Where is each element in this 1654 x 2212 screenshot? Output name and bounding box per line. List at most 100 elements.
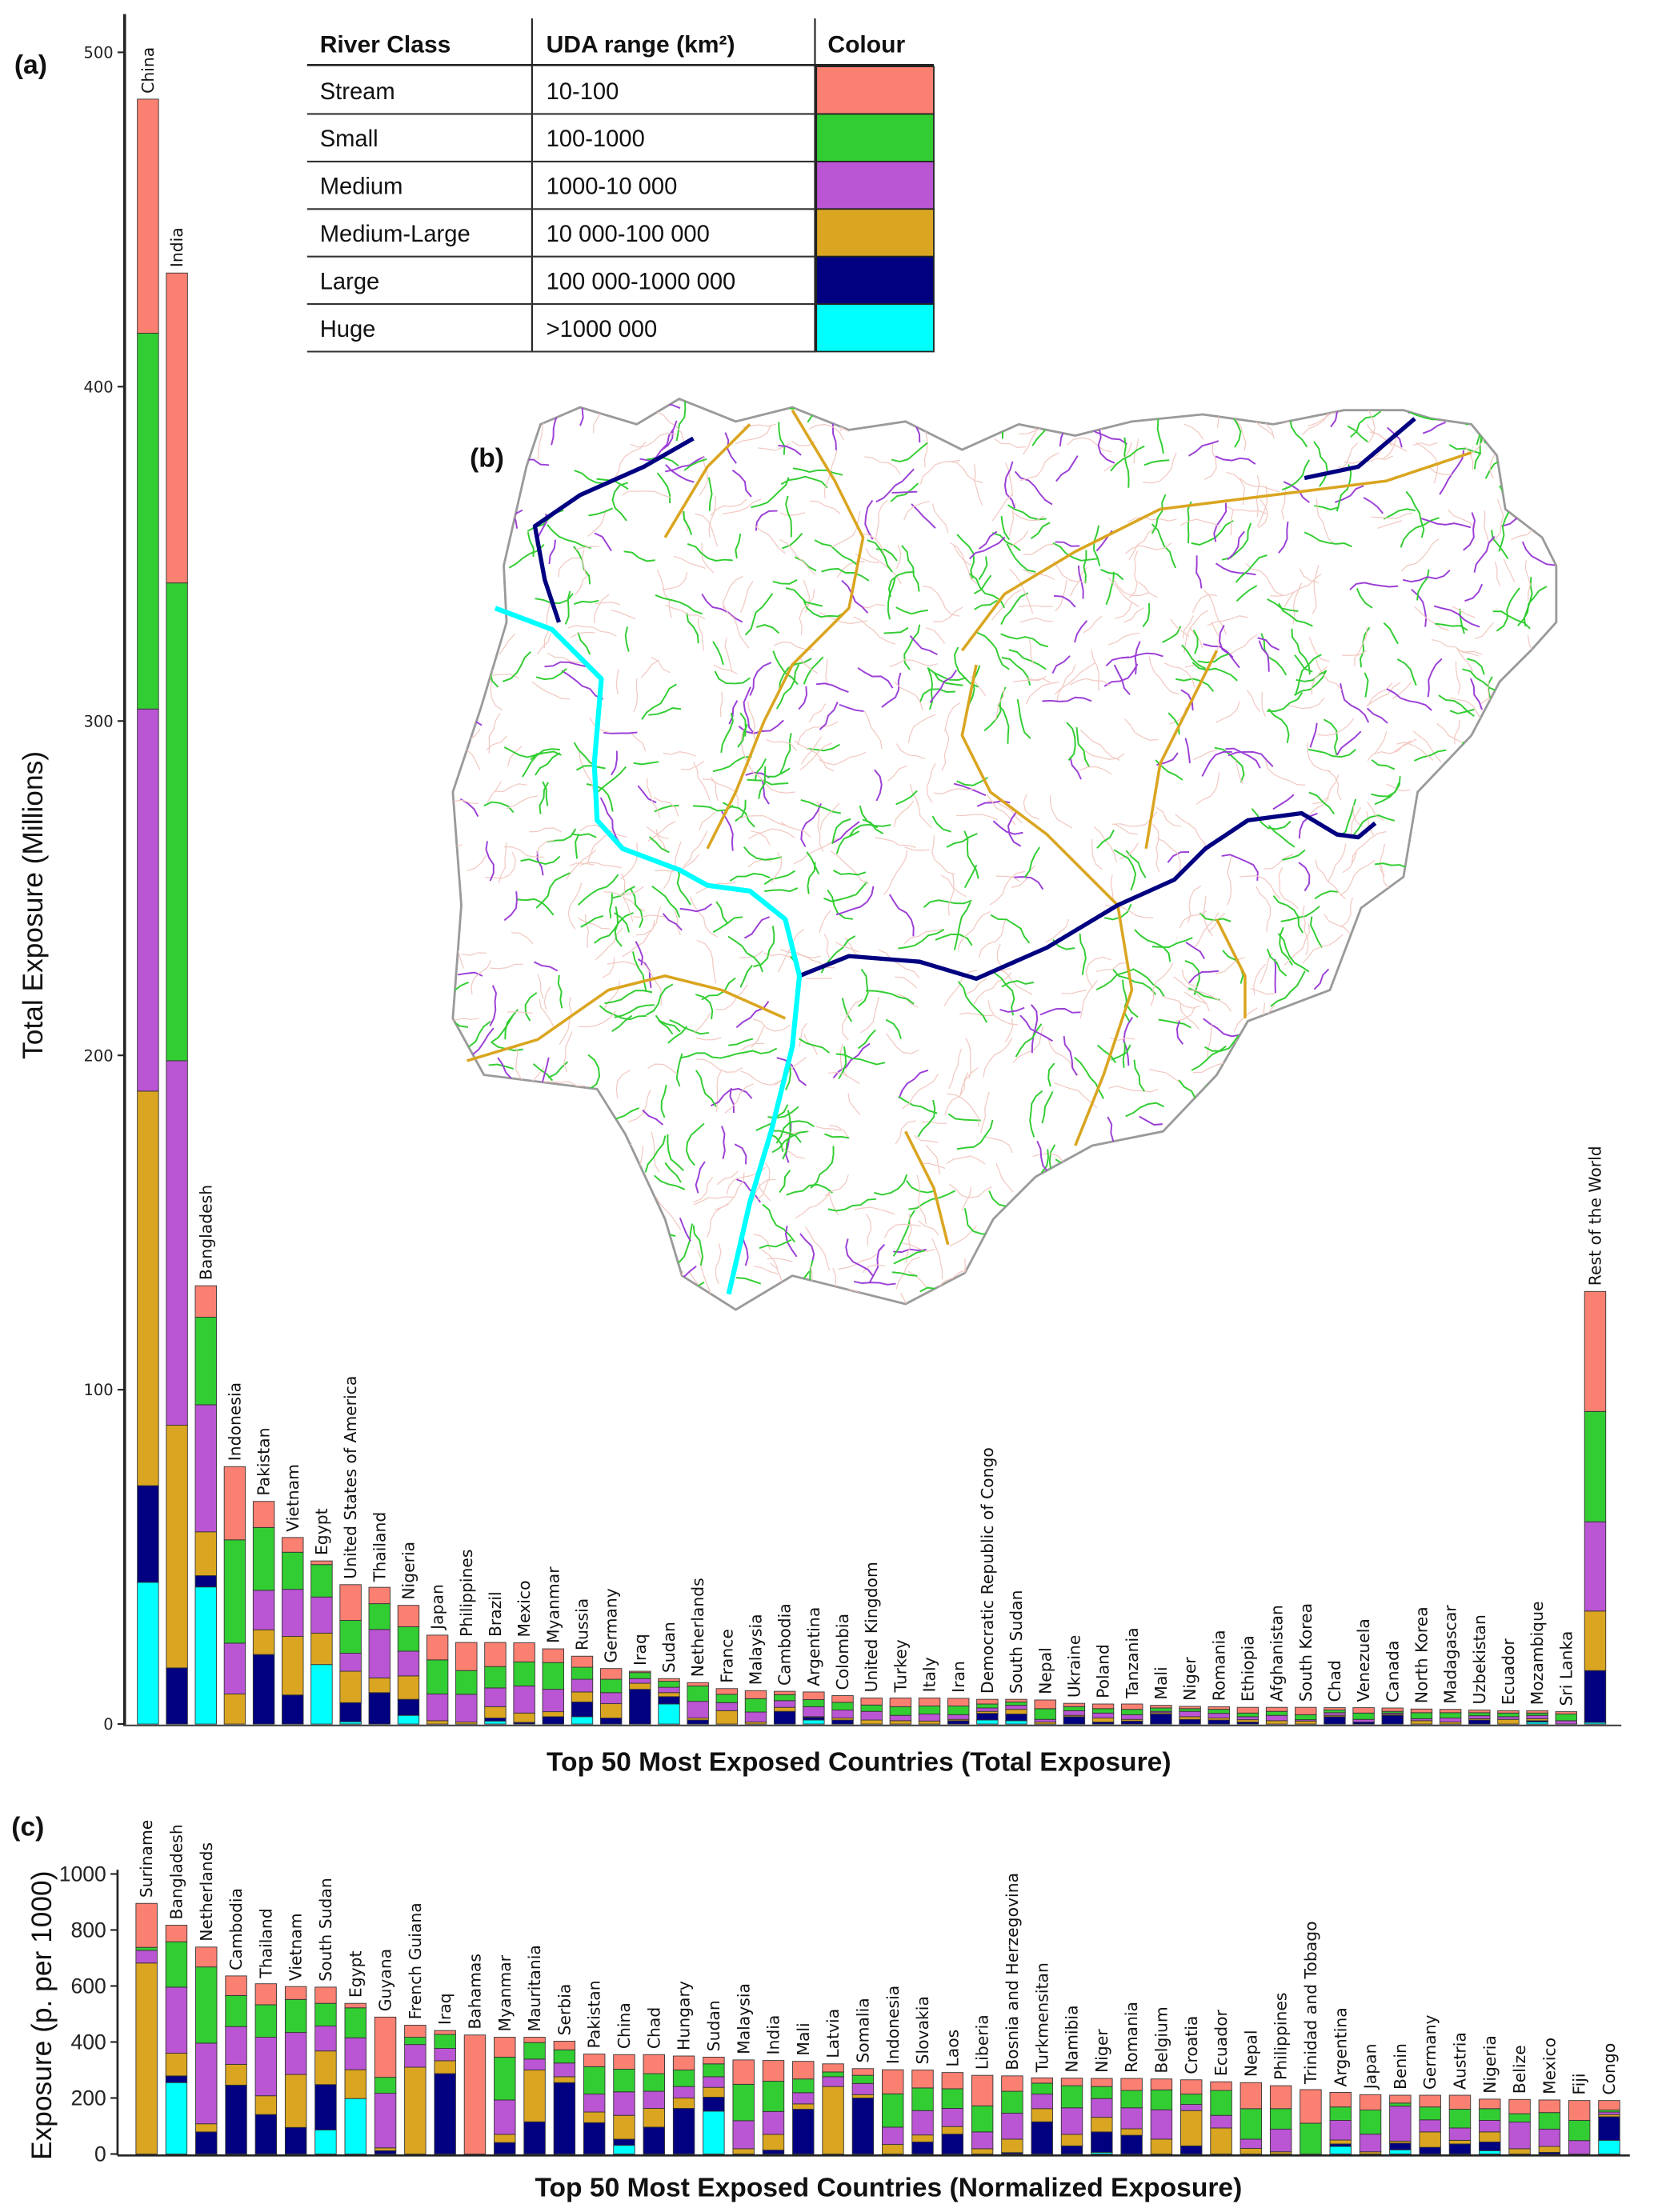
tributary: [1072, 1256, 1105, 1270]
tributary: [535, 872, 571, 909]
tributary: [735, 533, 742, 558]
tributary: [745, 771, 771, 779]
tributary: [1415, 841, 1442, 858]
bar-segment-large: [1448, 2143, 1472, 2154]
category-label: China: [615, 2002, 634, 2049]
tributary: [1372, 1230, 1384, 1262]
tributary: [1400, 538, 1440, 572]
tributary: [1079, 934, 1087, 975]
bar-segment-medium-large: [1210, 2127, 1232, 2154]
bar-segment-stream: [1207, 1706, 1230, 1710]
category-label: Nepal: [1035, 1647, 1055, 1694]
tributary: [843, 403, 873, 421]
tributary: [825, 659, 828, 685]
tributary: [1130, 1150, 1151, 1178]
tributary: [693, 1176, 714, 1203]
tributary: [654, 805, 679, 813]
tributary: [1095, 968, 1134, 990]
category-label: China: [138, 47, 158, 94]
bar-segment-medium: [1555, 1720, 1578, 1725]
tributary: [838, 1247, 883, 1270]
bar-segment-medium-large: [773, 1706, 796, 1712]
tributary: [947, 1113, 981, 1122]
tributary: [1197, 653, 1230, 664]
tributary: [961, 1186, 972, 1211]
tributary: [595, 1106, 606, 1149]
tributary: [1480, 809, 1501, 838]
tributary: [1182, 615, 1194, 638]
tributary: [1418, 1146, 1424, 1171]
bar-segment-stream: [1265, 1706, 1288, 1712]
bar-segment-small: [571, 1666, 594, 1680]
tributary: [731, 470, 752, 498]
tributary: [1464, 1225, 1488, 1261]
legend-uda-range: 100-1000: [547, 126, 645, 152]
tributary: [627, 1090, 651, 1123]
tributary: [1041, 1091, 1054, 1124]
tributary: [1541, 1290, 1555, 1310]
tributary: [679, 1052, 730, 1059]
tributary: [1309, 916, 1323, 949]
tributary: [827, 889, 853, 920]
bar-segment-stream: [1381, 1707, 1404, 1712]
tributary: [1528, 458, 1551, 474]
tributary: [793, 837, 838, 865]
bar-segment-large: [658, 1696, 680, 1705]
tributary: [611, 609, 636, 620]
tributary: [512, 1242, 532, 1290]
bar-segment-medium-large: [434, 2060, 456, 2074]
tributary: [1363, 497, 1384, 514]
category-label: Croatia: [1182, 2016, 1201, 2074]
tributary: [1514, 1041, 1524, 1064]
tributary: [1187, 885, 1202, 923]
tributary: [693, 1196, 735, 1206]
category-label: Mauritania: [525, 1945, 544, 2031]
tributary: [1143, 452, 1177, 484]
tributary: [532, 1063, 554, 1082]
bar-segment-small: [426, 1659, 449, 1694]
tributary: [1433, 605, 1480, 628]
bar-stack: [1352, 1707, 1375, 1725]
tributary: [1045, 1245, 1076, 1274]
tributary: [1552, 1206, 1556, 1239]
tributary: [1110, 445, 1145, 472]
category-label: Namibia: [1063, 2005, 1082, 2072]
tributary: [1253, 1190, 1280, 1214]
tributary: [1300, 1293, 1326, 1297]
legend-header-colour: Colour: [827, 31, 905, 58]
bar-segment-medium-large: [374, 2147, 397, 2151]
tributary: [1408, 1072, 1439, 1085]
bar-segment-stream: [672, 2055, 695, 2070]
bar-segment-medium: [404, 2044, 427, 2068]
bar-segment-small: [1538, 2112, 1561, 2130]
tributary: [974, 599, 998, 610]
category-label: Chad: [644, 2007, 663, 2049]
tributary: [949, 542, 977, 585]
tributary: [803, 579, 811, 613]
tributary: [727, 935, 763, 973]
bar-segment-medium: [773, 1700, 796, 1708]
tributary: [686, 612, 699, 644]
tributary: [1463, 841, 1484, 857]
tributary: [581, 549, 587, 574]
tributary: [1003, 1280, 1023, 1309]
tributary: [1486, 1223, 1510, 1234]
bar-segment-medium: [1121, 1714, 1143, 1720]
bar-stack: [368, 1586, 390, 1725]
tributary: [542, 1117, 581, 1137]
bar-segment-medium: [165, 1986, 188, 2054]
tributary: [728, 700, 739, 725]
tributary: [859, 603, 886, 609]
tributary: [1414, 864, 1424, 890]
major-river: [494, 606, 803, 1295]
tributary: [1351, 1274, 1379, 1310]
tributary: [1342, 650, 1368, 656]
bar-segment-medium-large: [1497, 1718, 1520, 1725]
tributary: [1413, 749, 1447, 762]
bar-segment-stream: [1448, 2094, 1472, 2110]
tributary: [831, 818, 851, 845]
tributary: [1357, 1037, 1378, 1054]
bar-segment-medium: [1584, 1521, 1607, 1612]
tributary: [1008, 1266, 1025, 1297]
tributary: [1276, 1086, 1296, 1104]
